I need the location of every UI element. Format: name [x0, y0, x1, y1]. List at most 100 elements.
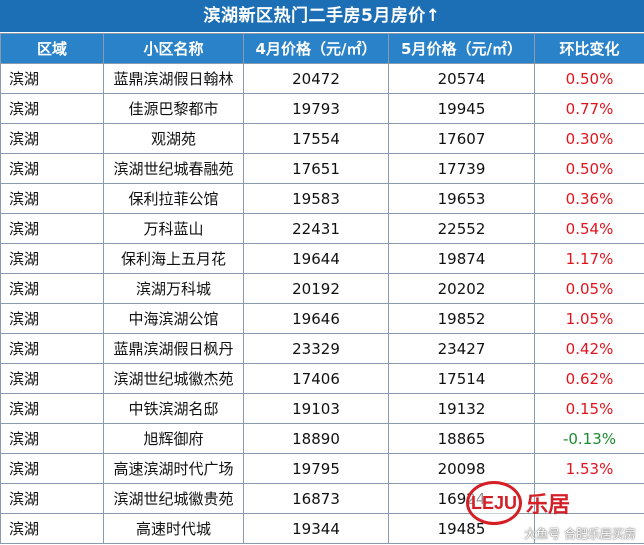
cell-change: 1.53%: [534, 453, 644, 484]
cell-district: 滨湖: [0, 303, 104, 334]
cell-district: 滨湖: [0, 93, 104, 124]
cell-community-name: 高速时代城: [103, 513, 244, 544]
cell-change: 0.50%: [534, 63, 644, 94]
cell-may-price: 19852: [388, 303, 535, 334]
cell-april-price: 20472: [243, 63, 389, 94]
cell-april-price: 19646: [243, 303, 389, 334]
cell-community-name: 佳源巴黎都市: [103, 93, 244, 124]
header-district: 区域: [0, 33, 104, 64]
cell-district: 滨湖: [0, 183, 104, 214]
cell-community-name: 滨湖万科城: [103, 273, 244, 304]
cell-community-name: 中海滨湖公馆: [103, 303, 244, 334]
cell-may-price: 18865: [388, 423, 535, 454]
cell-community-name: 保利拉菲公馆: [103, 183, 244, 214]
cell-district: 滨湖: [0, 213, 104, 244]
cell-april-price: 20192: [243, 273, 389, 304]
cell-april-price: 19795: [243, 453, 389, 484]
cell-may-price: 23427: [388, 333, 535, 364]
header-may-price: 5月价格（元/㎡）: [388, 33, 535, 64]
cell-change: -0.13%: [534, 423, 644, 454]
table-row: 滨湖 佳源巴黎都市 19793 19945 0.77%: [0, 93, 644, 124]
cell-change: 0.05%: [534, 273, 644, 304]
cell-may-price: 19874: [388, 243, 535, 274]
cell-april-price: 17554: [243, 123, 389, 154]
cell-district: 滨湖: [0, 513, 104, 544]
table-title: 滨湖新区热门二手房5月房价↑: [0, 0, 644, 32]
table-row: 滨湖 万科蓝山 22431 22552 0.54%: [0, 213, 644, 244]
cell-may-price: 20202: [388, 273, 535, 304]
header-change: 环比变化: [534, 33, 644, 64]
header-april-price: 4月价格（元/㎡）: [243, 33, 389, 64]
table-row: 滨湖 保利海上五月花 19644 19874 1.17%: [0, 243, 644, 274]
cell-change: 0.15%: [534, 393, 644, 424]
cell-change: 0.30%: [534, 123, 644, 154]
cell-community-name: 滨湖世纪城徽贵苑: [103, 483, 244, 514]
header-community-name: 小区名称: [103, 33, 244, 64]
cell-april-price: 19644: [243, 243, 389, 274]
cell-change: [534, 513, 644, 544]
table-row: 滨湖 中海滨湖公馆 19646 19852 1.05%: [0, 303, 644, 334]
cell-change: [534, 483, 644, 514]
cell-may-price: 20574: [388, 63, 535, 94]
cell-april-price: 19344: [243, 513, 389, 544]
cell-community-name: 中铁滨湖名邸: [103, 393, 244, 424]
cell-april-price: 19583: [243, 183, 389, 214]
cell-may-price: 20098: [388, 453, 535, 484]
cell-may-price: 17739: [388, 153, 535, 184]
cell-change: 0.77%: [534, 93, 644, 124]
table-row: 滨湖 滨湖万科城 20192 20202 0.05%: [0, 273, 644, 304]
table-row: 滨湖 高速时代城 19344 19485: [0, 513, 644, 544]
cell-district: 滨湖: [0, 153, 104, 184]
cell-change: 0.50%: [534, 153, 644, 184]
cell-community-name: 蓝鼎滨湖假日枫丹: [103, 333, 244, 364]
cell-change: 0.42%: [534, 333, 644, 364]
table-header-row: 区域 小区名称 4月价格（元/㎡） 5月价格（元/㎡） 环比变化: [0, 33, 644, 64]
cell-community-name: 蓝鼎滨湖假日翰林: [103, 63, 244, 94]
cell-april-price: 16873: [243, 483, 389, 514]
cell-may-price: 22552: [388, 213, 535, 244]
cell-change: 0.54%: [534, 213, 644, 244]
cell-district: 滨湖: [0, 423, 104, 454]
cell-community-name: 旭辉御府: [103, 423, 244, 454]
cell-district: 滨湖: [0, 273, 104, 304]
cell-may-price: 19653: [388, 183, 535, 214]
table-row: 滨湖 旭辉御府 18890 18865 -0.13%: [0, 423, 644, 454]
cell-may-price: 19485: [388, 513, 535, 544]
cell-community-name: 高速滨湖时代广场: [103, 453, 244, 484]
cell-district: 滨湖: [0, 63, 104, 94]
cell-may-price: 19945: [388, 93, 535, 124]
table-row: 滨湖 蓝鼎滨湖假日枫丹 23329 23427 0.42%: [0, 333, 644, 364]
cell-april-price: 22431: [243, 213, 389, 244]
cell-district: 滨湖: [0, 333, 104, 364]
table-row: 滨湖 保利拉菲公馆 19583 19653 0.36%: [0, 183, 644, 214]
table-row: 滨湖 观湖苑 17554 17607 0.30%: [0, 123, 644, 154]
cell-district: 滨湖: [0, 243, 104, 274]
table-row: 滨湖 滨湖世纪城徽杰苑 17406 17514 0.62%: [0, 363, 644, 394]
table-row: 滨湖 滨湖世纪城徽贵苑 16873 16924: [0, 483, 644, 514]
cell-district: 滨湖: [0, 363, 104, 394]
cell-april-price: 19103: [243, 393, 389, 424]
cell-district: 滨湖: [0, 483, 104, 514]
table-row: 滨湖 高速滨湖时代广场 19795 20098 1.53%: [0, 453, 644, 484]
table-row: 滨湖 中铁滨湖名邸 19103 19132 0.15%: [0, 393, 644, 424]
cell-april-price: 17406: [243, 363, 389, 394]
cell-april-price: 19793: [243, 93, 389, 124]
cell-may-price: 19132: [388, 393, 535, 424]
cell-change: 1.17%: [534, 243, 644, 274]
cell-community-name: 观湖苑: [103, 123, 244, 154]
cell-april-price: 18890: [243, 423, 389, 454]
cell-april-price: 23329: [243, 333, 389, 364]
table-row: 滨湖 蓝鼎滨湖假日翰林 20472 20574 0.50%: [0, 63, 644, 94]
cell-district: 滨湖: [0, 123, 104, 154]
cell-may-price: 17514: [388, 363, 535, 394]
cell-community-name: 万科蓝山: [103, 213, 244, 244]
table-body: 滨湖 蓝鼎滨湖假日翰林 20472 20574 0.50% 滨湖 佳源巴黎都市 19793 19…: [0, 63, 644, 544]
cell-community-name: 保利海上五月花: [103, 243, 244, 274]
table-row: 滨湖 滨湖世纪城春融苑 17651 17739 0.50%: [0, 153, 644, 184]
price-table: 区域 小区名称 4月价格（元/㎡） 5月价格（元/㎡） 环比变化 滨湖 蓝鼎滨湖假…: [0, 33, 644, 544]
cell-community-name: 滨湖世纪城春融苑: [103, 153, 244, 184]
cell-may-price: 16924: [388, 483, 535, 514]
cell-change: 0.36%: [534, 183, 644, 214]
cell-april-price: 17651: [243, 153, 389, 184]
cell-may-price: 17607: [388, 123, 535, 154]
